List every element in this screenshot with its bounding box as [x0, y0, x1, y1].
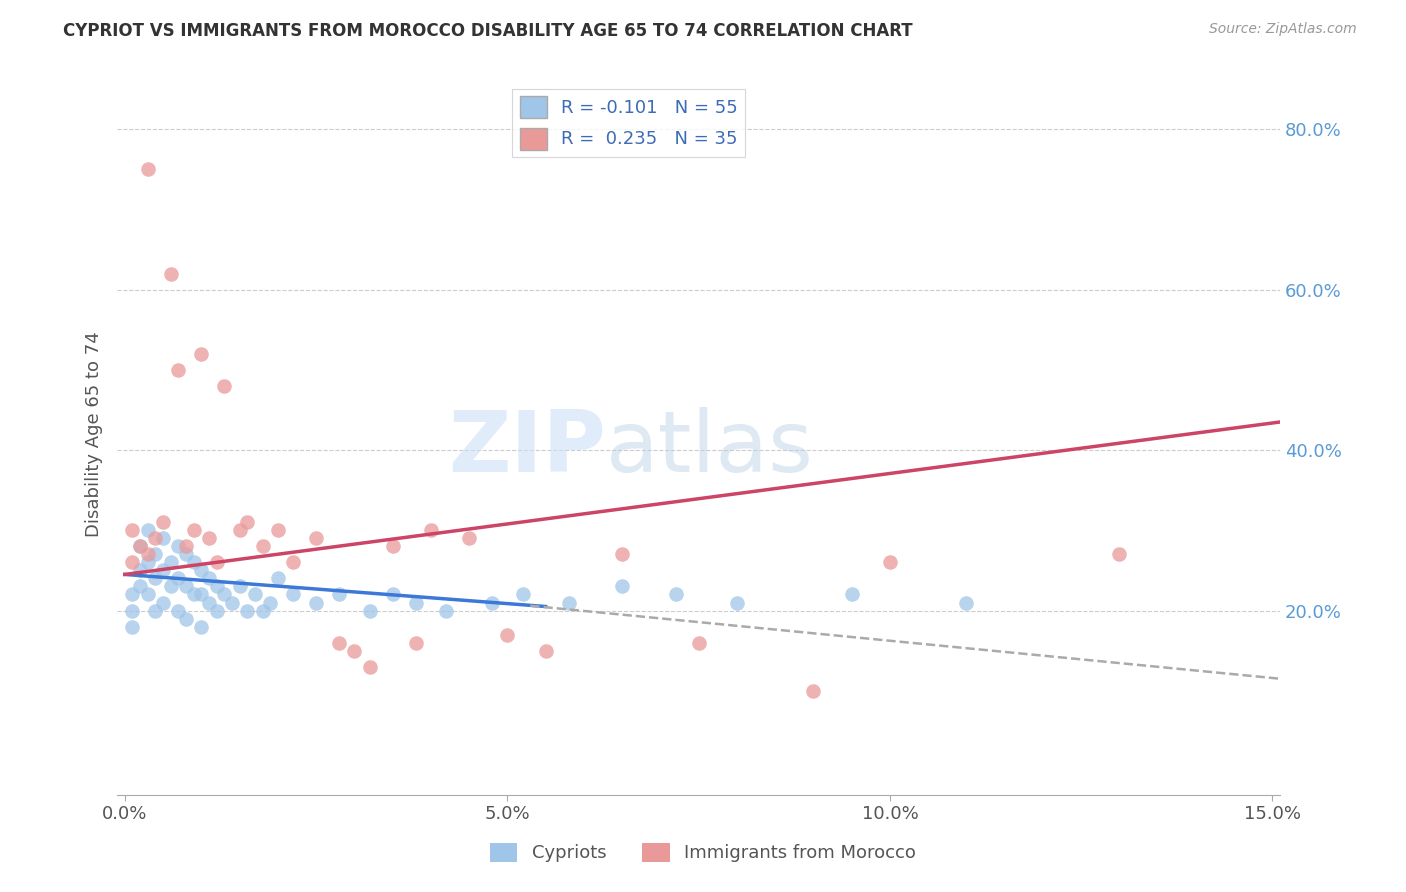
Point: [152, 595, 174, 609]
Point: [328, 587, 350, 601]
Text: Source: ZipAtlas.com: Source: ZipAtlas.com: [1209, 22, 1357, 37]
Point: [129, 563, 152, 577]
Point: [174, 611, 197, 625]
Point: [129, 579, 152, 593]
Point: [534, 643, 557, 657]
Legend: Cypriots, Immigrants from Morocco: Cypriots, Immigrants from Morocco: [482, 836, 924, 870]
Point: [236, 603, 259, 617]
Point: [221, 595, 243, 609]
Point: [183, 555, 205, 569]
Point: [145, 603, 167, 617]
Point: [434, 603, 457, 617]
Point: [174, 547, 197, 561]
Point: [305, 532, 328, 546]
Point: [267, 571, 290, 585]
Point: [236, 516, 259, 530]
Point: [841, 587, 863, 601]
Point: [183, 524, 205, 538]
Text: ZIP: ZIP: [449, 407, 606, 490]
Point: [381, 587, 404, 601]
Point: [159, 267, 181, 281]
Point: [136, 162, 159, 177]
Point: [267, 524, 290, 538]
Point: [281, 555, 304, 569]
Point: [955, 595, 977, 609]
Point: [252, 603, 274, 617]
Point: [198, 532, 221, 546]
Point: [610, 579, 633, 593]
Point: [557, 595, 579, 609]
Point: [152, 516, 174, 530]
Point: [121, 524, 143, 538]
Y-axis label: Disability Age 65 to 74: Disability Age 65 to 74: [86, 331, 103, 537]
Point: [152, 532, 174, 546]
Point: [167, 571, 190, 585]
Point: [183, 587, 205, 601]
Point: [121, 603, 143, 617]
Legend: R = -0.101   N = 55, R =  0.235   N = 35: R = -0.101 N = 55, R = 0.235 N = 35: [513, 89, 745, 157]
Point: [190, 619, 212, 633]
Point: [190, 587, 212, 601]
Point: [198, 595, 221, 609]
Point: [136, 524, 159, 538]
Point: [243, 587, 266, 601]
Point: [305, 595, 328, 609]
Point: [1108, 547, 1130, 561]
Point: [214, 379, 236, 393]
Point: [121, 619, 143, 633]
Point: [152, 563, 174, 577]
Point: [174, 579, 197, 593]
Point: [879, 555, 901, 569]
Point: [328, 635, 350, 649]
Point: [167, 363, 190, 377]
Point: [136, 587, 159, 601]
Point: [343, 643, 366, 657]
Point: [205, 555, 228, 569]
Point: [688, 635, 710, 649]
Text: atlas: atlas: [606, 407, 814, 490]
Point: [381, 539, 404, 553]
Point: [167, 603, 190, 617]
Point: [174, 539, 197, 553]
Point: [198, 571, 221, 585]
Point: [481, 595, 503, 609]
Point: [228, 524, 250, 538]
Point: [359, 659, 381, 673]
Point: [121, 587, 143, 601]
Point: [725, 595, 748, 609]
Point: [159, 579, 181, 593]
Point: [159, 555, 181, 569]
Point: [803, 683, 825, 698]
Point: [136, 555, 159, 569]
Point: [190, 347, 212, 361]
Text: CYPRIOT VS IMMIGRANTS FROM MOROCCO DISABILITY AGE 65 TO 74 CORRELATION CHART: CYPRIOT VS IMMIGRANTS FROM MOROCCO DISAB…: [63, 22, 912, 40]
Point: [214, 587, 236, 601]
Point: [129, 539, 152, 553]
Point: [190, 563, 212, 577]
Point: [512, 587, 534, 601]
Point: [359, 603, 381, 617]
Point: [259, 595, 281, 609]
Point: [405, 635, 427, 649]
Point: [167, 539, 190, 553]
Point: [145, 571, 167, 585]
Point: [228, 579, 250, 593]
Point: [405, 595, 427, 609]
Point: [458, 532, 481, 546]
Point: [205, 603, 228, 617]
Point: [419, 524, 441, 538]
Point: [145, 547, 167, 561]
Point: [129, 539, 152, 553]
Point: [252, 539, 274, 553]
Point: [121, 555, 143, 569]
Point: [281, 587, 304, 601]
Point: [136, 547, 159, 561]
Point: [610, 547, 633, 561]
Point: [665, 587, 688, 601]
Point: [205, 579, 228, 593]
Point: [145, 532, 167, 546]
Point: [496, 627, 519, 641]
